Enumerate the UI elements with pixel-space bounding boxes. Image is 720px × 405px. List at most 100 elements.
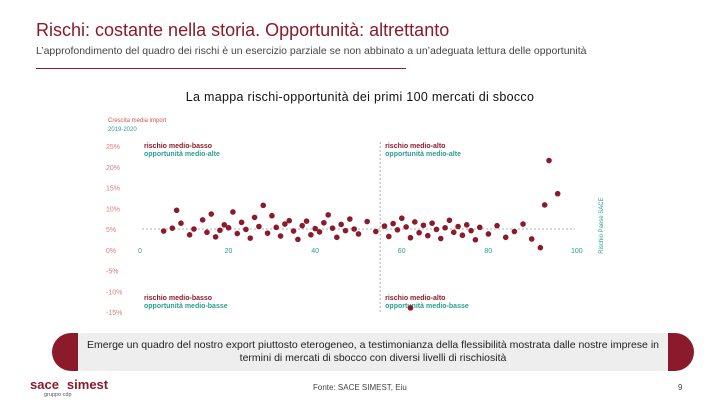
quadrant-label-top-left-risk: rischio medio-basso	[144, 143, 212, 150]
callout-box	[65, 333, 685, 371]
x-tick-label: 100	[571, 248, 583, 255]
data-point	[442, 224, 448, 231]
data-point	[403, 224, 409, 230]
x-tick-label: 60	[398, 248, 406, 255]
quadrant-label-top-left-opportunity: opportunità medio-alte	[144, 151, 220, 158]
data-point	[290, 228, 297, 234]
y-tick-label: 15%	[106, 186, 120, 193]
data-point	[338, 221, 344, 228]
data-point	[455, 223, 461, 230]
data-point	[502, 234, 509, 241]
data-point	[390, 220, 396, 227]
y-tick-label: -15%	[106, 310, 122, 317]
data-point	[351, 226, 357, 232]
data-point	[286, 217, 293, 224]
callout-accent-right	[668, 333, 694, 371]
data-point	[256, 223, 262, 230]
data-point	[429, 220, 435, 226]
callout-text: Emerge un quadro del nostro export piutt…	[87, 339, 659, 364]
data-point	[191, 226, 197, 232]
x-tick-label: 20	[225, 248, 233, 255]
callout-accent-left	[52, 333, 78, 371]
page-title: Rischi: costante nella storia. Opportuni…	[36, 20, 450, 40]
brand-logo: sace simest	[30, 377, 108, 392]
data-point	[347, 216, 353, 222]
data-point	[416, 229, 422, 236]
data-point	[334, 234, 340, 241]
data-point	[160, 228, 167, 234]
x-tick-label: 0	[138, 248, 142, 255]
data-point	[541, 202, 548, 208]
data-point	[468, 227, 474, 234]
x-tick-label: 80	[484, 248, 492, 255]
data-point	[437, 235, 444, 242]
data-point	[329, 225, 336, 231]
y-tick-label: 0%	[106, 248, 116, 255]
data-point	[251, 214, 258, 221]
data-point	[321, 219, 327, 226]
scatter-chart: Crescita media import 2019-2020 25% 20% 15% 1…	[106, 118, 605, 317]
data-point	[247, 235, 254, 241]
source-note: Fonte: SACE SIMEST, Eiu	[313, 383, 407, 392]
data-point	[303, 218, 310, 224]
data-point	[342, 227, 349, 234]
data-point	[169, 225, 176, 231]
data-point	[243, 226, 249, 233]
data-point	[178, 220, 184, 226]
data-point	[446, 217, 453, 224]
data-point	[260, 202, 267, 209]
data-point	[485, 231, 492, 237]
logo-tagline: gruppo cdp	[44, 392, 72, 398]
data-point	[554, 190, 561, 197]
data-point	[282, 221, 288, 227]
quadrant-label-bottom-right-risk: rischio medio-alto	[385, 295, 445, 302]
data-point	[476, 224, 483, 231]
data-point	[217, 227, 223, 234]
data-point	[212, 234, 219, 240]
data-point	[208, 211, 215, 217]
data-point	[186, 232, 193, 238]
y-tick-label: 25%	[106, 144, 120, 151]
data-point	[411, 219, 418, 225]
data-point	[511, 228, 518, 235]
logo-sace: sace	[30, 377, 59, 392]
data-point	[295, 236, 301, 243]
quadrant-label-top-right-opportunity: opportunità medio-alte	[385, 151, 461, 158]
data-point	[264, 230, 271, 236]
y-tick-label: -10%	[106, 289, 122, 296]
quadrant-label-top-right-risk: rischio medio-alto	[385, 143, 445, 150]
data-point	[355, 231, 362, 237]
y-axis-label-line2: 2019-2020	[108, 127, 137, 133]
data-point	[528, 236, 535, 242]
data-point	[312, 225, 318, 232]
chart-heading: La mappa rischi-opportunità dei primi 10…	[185, 90, 535, 104]
data-point	[424, 232, 431, 239]
data-point	[386, 233, 392, 240]
quadrant-label-bottom-right-opportunity: opportunità medio-basse	[385, 303, 469, 310]
data-point	[325, 212, 331, 218]
x-tick-label: 40	[311, 248, 319, 255]
data-point	[420, 222, 427, 229]
data-point	[273, 224, 280, 231]
data-point	[316, 229, 323, 235]
data-point	[299, 222, 306, 229]
title-rule	[36, 68, 406, 69]
data-point	[277, 233, 284, 239]
y-axis-label-line1: Crescita media import	[108, 118, 167, 124]
data-point	[459, 232, 466, 239]
data-point	[399, 215, 405, 222]
data-point	[381, 223, 388, 229]
x-axis-label: Rischio Paese SACE	[599, 197, 605, 253]
page-number: 9	[678, 383, 683, 392]
data-point	[407, 234, 414, 241]
data-point	[537, 244, 544, 251]
data-point	[221, 222, 228, 228]
data-point	[520, 221, 526, 227]
quadrant-label-bottom-left-risk: rischio medio-basso	[144, 295, 212, 302]
data-point	[204, 229, 210, 236]
data-point	[463, 222, 470, 228]
y-tick-label: 5%	[106, 227, 116, 234]
y-tick-label: -5%	[106, 269, 118, 276]
y-tick-label: 10%	[106, 206, 120, 213]
data-point	[173, 207, 180, 214]
